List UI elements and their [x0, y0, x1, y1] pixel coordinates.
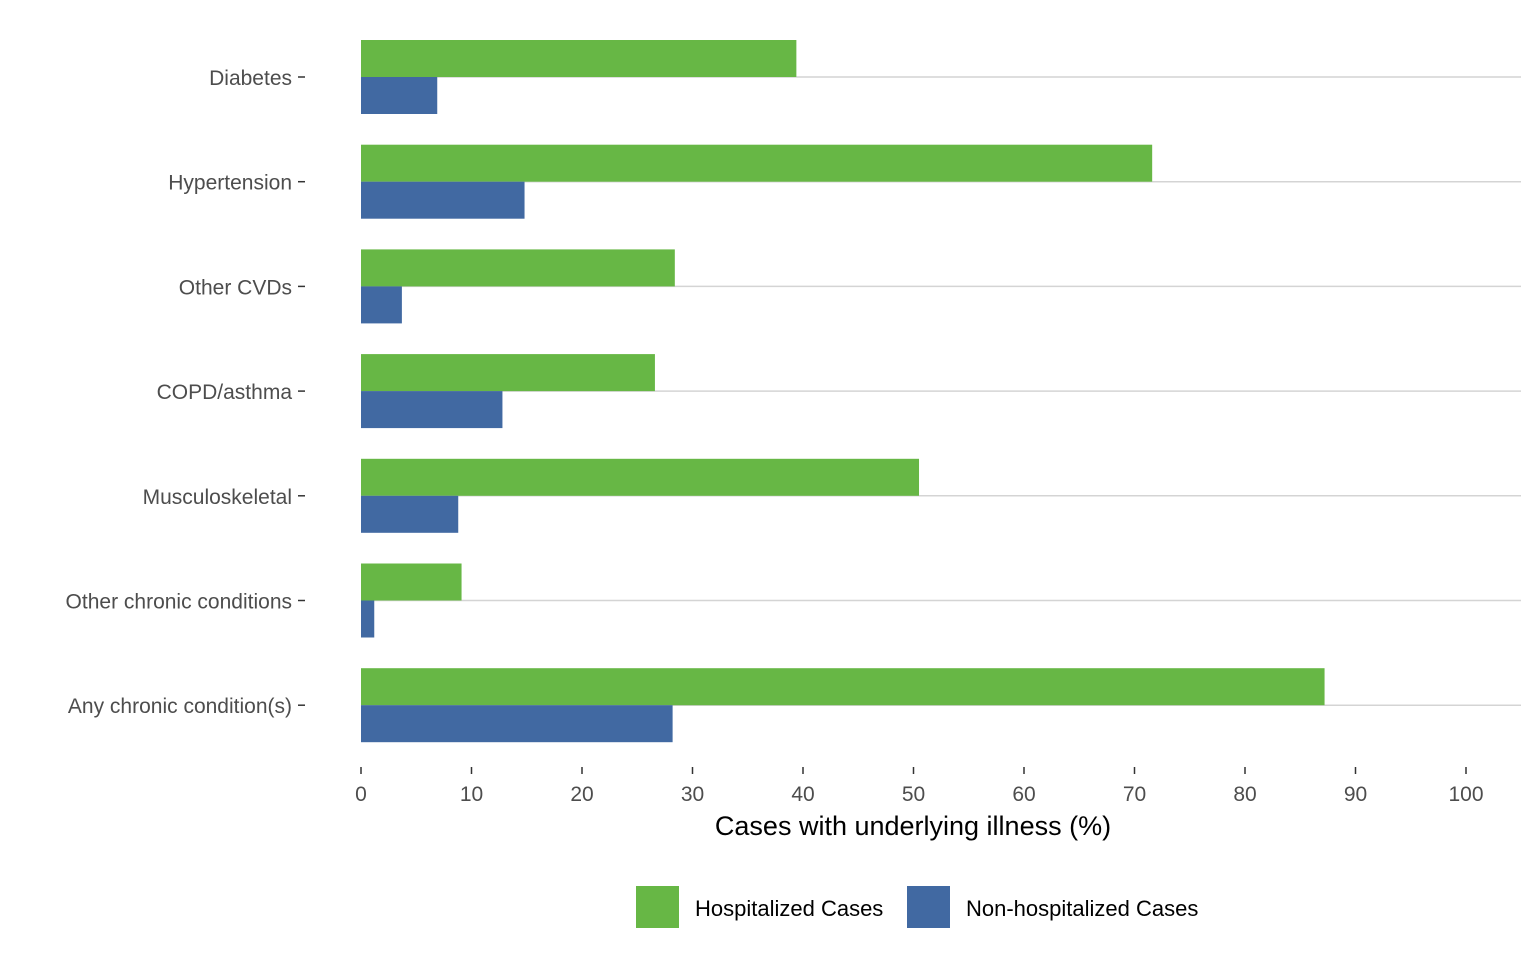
x-axis-title: Cases with underlying illness (%) [715, 811, 1111, 841]
y-tick-label: COPD/asthma [157, 381, 293, 404]
bar-hospitalized [361, 40, 797, 77]
y-tick-label: Diabetes [209, 67, 292, 90]
legend-swatch [636, 886, 679, 928]
bar-non-hospitalized [361, 181, 525, 219]
x-tick-label: 100 [1448, 783, 1483, 806]
x-tick-label: 80 [1233, 783, 1256, 806]
y-tick-label: Musculoskeletal [143, 486, 292, 509]
bar-non-hospitalized [361, 600, 375, 638]
legend-label: Non-hospitalized Cases [966, 896, 1198, 921]
y-axis: Diabetes Hypertension Other CVDs COPD/asthm… [66, 67, 305, 718]
bar-hospitalized [361, 668, 1325, 706]
x-tick-label: 30 [681, 783, 704, 806]
y-tick-label: Hypertension [168, 172, 292, 195]
y-tick-label: Other chronic conditions [66, 591, 292, 614]
bar-non-hospitalized [361, 77, 438, 114]
legend-label: Hospitalized Cases [695, 896, 883, 921]
bar-hospitalized [361, 354, 655, 392]
bar-hospitalized [361, 563, 462, 601]
bar-hospitalized [361, 144, 1153, 182]
x-tick-label: 70 [1123, 783, 1146, 806]
bar-non-hospitalized [361, 286, 402, 324]
x-tick-label: 60 [1012, 783, 1035, 806]
y-tick-label: Any chronic condition(s) [68, 695, 292, 718]
x-axis: 0 10 20 30 40 50 60 70 80 90 100 [355, 767, 1484, 806]
bar-non-hospitalized [361, 705, 673, 743]
x-tick-label: 90 [1344, 783, 1367, 806]
x-tick-label: 20 [570, 783, 593, 806]
bar-hospitalized [361, 458, 920, 496]
legend: Hospitalized Cases Non-hospitalized Cases [636, 886, 1198, 928]
bar-non-hospitalized [361, 495, 459, 533]
bars [361, 40, 1325, 743]
bar-non-hospitalized [361, 391, 503, 429]
x-tick-label: 50 [902, 783, 925, 806]
bar-hospitalized [361, 249, 675, 287]
x-tick-label: 0 [355, 783, 367, 806]
legend-swatch [907, 886, 950, 928]
x-tick-label: 10 [460, 783, 483, 806]
y-tick-label: Other CVDs [179, 276, 292, 299]
x-tick-label: 40 [791, 783, 814, 806]
